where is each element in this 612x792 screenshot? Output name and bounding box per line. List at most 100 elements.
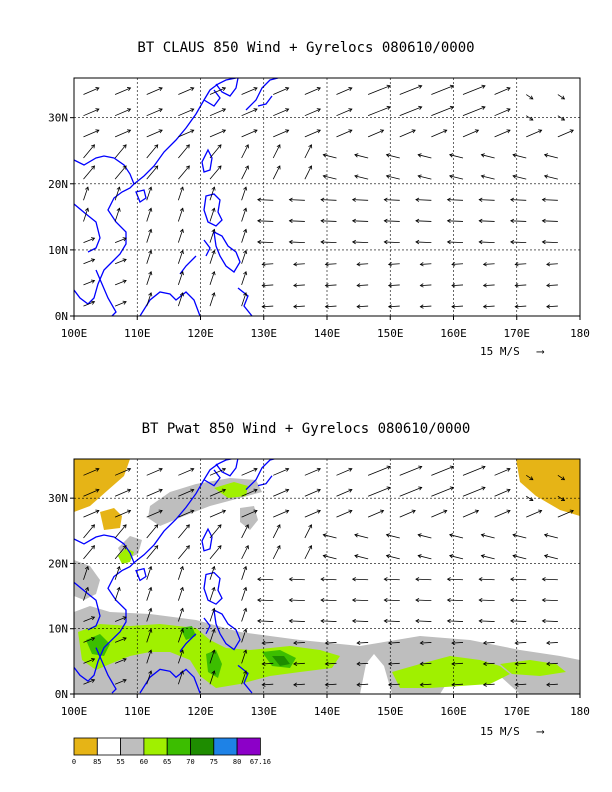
- wind-vector-head: [529, 116, 534, 121]
- wind-vector-head: [417, 533, 422, 538]
- wind-vector: [420, 263, 432, 265]
- wind-vector-head: [261, 304, 266, 309]
- x-tick-label: 160E: [440, 327, 467, 340]
- vector-reference-top: 15 M/S ⟶: [480, 345, 545, 358]
- wind-vector: [114, 616, 127, 622]
- wind-vector-head: [243, 670, 248, 675]
- wind-vector-head: [510, 239, 515, 245]
- wind-vector: [384, 578, 400, 581]
- x-tick-label: 100E: [61, 705, 88, 718]
- wind-vector: [146, 208, 152, 222]
- map-panel-top: 100E 110E 120E 130E 140E 150E 160E 170E 180 0N 10N…: [48, 77, 590, 340]
- wind-vector-head: [190, 467, 195, 472]
- wind-vector: [146, 629, 152, 643]
- wind-vector: [544, 534, 558, 539]
- wind-vector-head: [529, 497, 534, 502]
- wind-vector: [510, 220, 527, 222]
- wind-vector: [83, 616, 95, 622]
- wind-vector: [447, 199, 464, 201]
- wind-vector: [257, 578, 274, 581]
- wind-vector: [336, 108, 353, 117]
- wind-vector: [257, 220, 274, 222]
- wind-vector-head: [546, 661, 551, 666]
- wind-vector: [367, 106, 391, 117]
- wind-vector: [209, 649, 215, 664]
- wind-vector-head: [411, 509, 416, 514]
- wind-vector: [114, 237, 127, 243]
- wind-vector-head: [217, 545, 222, 550]
- wind-vector: [447, 220, 464, 222]
- wind-vector: [83, 108, 100, 117]
- wind-vector-head: [481, 465, 486, 470]
- wind-vector: [542, 241, 558, 244]
- wind-vector-head: [383, 577, 388, 582]
- wind-vector: [257, 599, 274, 602]
- wind-vector-head: [253, 129, 258, 134]
- wind-vector-head: [322, 533, 327, 538]
- wind-vector: [209, 250, 215, 264]
- wind-vector-head: [116, 186, 121, 191]
- wind-vector-head: [211, 607, 216, 612]
- wind-vector: [241, 545, 249, 560]
- wind-vector-head: [510, 197, 515, 202]
- wind-vector: [83, 129, 100, 138]
- wind-vector-head: [158, 467, 163, 472]
- wind-vector-head: [253, 108, 258, 113]
- wind-vector: [83, 658, 95, 664]
- wind-vector: [479, 578, 495, 581]
- wind-vector-head: [148, 565, 153, 571]
- wind-vector-head: [379, 129, 385, 134]
- title-top: BT CLAUS 850 Wind + Gyrelocs 080610/0000: [137, 40, 475, 56]
- wind-vector-head: [351, 197, 356, 202]
- wind-vector-head: [320, 218, 325, 224]
- wind-vector: [367, 487, 391, 497]
- wind-vector-head: [158, 509, 163, 514]
- wind-vector-head: [316, 509, 321, 514]
- wind-vector-head: [95, 467, 100, 472]
- wind-vector-head: [449, 533, 454, 538]
- wind-vector-head: [84, 586, 90, 591]
- wind-vector-head: [506, 488, 511, 493]
- wind-vector-head: [116, 207, 121, 212]
- x-tick-label: 180: [570, 705, 590, 718]
- wind-vector: [510, 578, 527, 581]
- wind-vector: [481, 154, 495, 159]
- wind-vector-head: [243, 628, 248, 633]
- wind-vector: [321, 220, 337, 222]
- wind-vector: [178, 108, 194, 117]
- wind-vector: [336, 129, 353, 138]
- wind-vector-head: [387, 283, 393, 288]
- x-tick-label: 120E: [187, 705, 214, 718]
- wind-vector-head: [84, 186, 90, 191]
- wind-vector-head: [211, 649, 216, 654]
- wind-vector: [462, 129, 479, 138]
- wind-vector-head: [415, 218, 420, 224]
- wind-vector-head: [122, 657, 127, 662]
- wind-vector-head: [560, 116, 566, 121]
- wind-vector-head: [348, 108, 353, 113]
- wind-vector: [241, 587, 247, 601]
- wind-vector-head: [324, 304, 329, 309]
- wind-vector: [114, 144, 127, 159]
- wind-vector-head: [211, 249, 216, 255]
- wind-vector: [515, 284, 527, 286]
- wind-vector: [323, 175, 337, 180]
- wind-vector: [114, 658, 127, 664]
- wind-vector: [494, 129, 511, 138]
- wind-vector: [515, 263, 527, 265]
- wind-vector: [451, 642, 464, 644]
- wind-vector-head: [320, 597, 325, 603]
- wind-vector: [293, 263, 305, 265]
- wind-vector-head: [417, 153, 422, 158]
- wind-vector: [557, 94, 565, 100]
- wind-vector: [354, 154, 369, 159]
- wind-vector: [494, 468, 511, 476]
- wind-vector-head: [126, 108, 132, 113]
- wind-vector: [415, 599, 432, 602]
- colorbar-label: 85: [93, 758, 101, 766]
- wind-vector: [447, 620, 464, 622]
- wind-vector: [526, 495, 534, 501]
- wind-vector: [146, 292, 152, 307]
- wind-vector: [321, 241, 337, 244]
- wind-vector-head: [257, 197, 262, 202]
